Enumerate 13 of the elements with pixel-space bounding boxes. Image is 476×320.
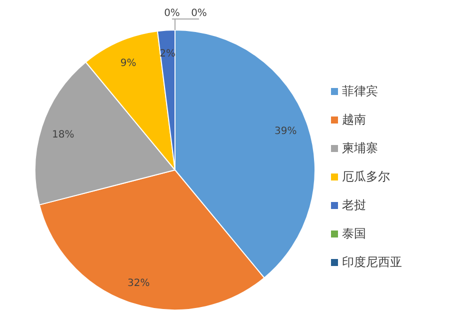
legend-label: 印度尼西亚 [342,255,402,269]
data-label: 18% [52,130,74,141]
legend-label: 泰国 [342,226,366,240]
legend-label: 越南 [342,112,366,126]
legend-label: 老挝 [342,198,366,212]
text: 0% [164,8,180,19]
data-label: 32% [128,278,150,289]
legend-label: 柬埔寨 [342,141,378,155]
legend-label: 厄瓜多尔 [342,170,390,184]
text: 0% [191,8,207,19]
legend-label: 菲律宾 [342,84,378,98]
data-label: 39% [274,126,297,138]
data-label: 9% [120,58,136,70]
